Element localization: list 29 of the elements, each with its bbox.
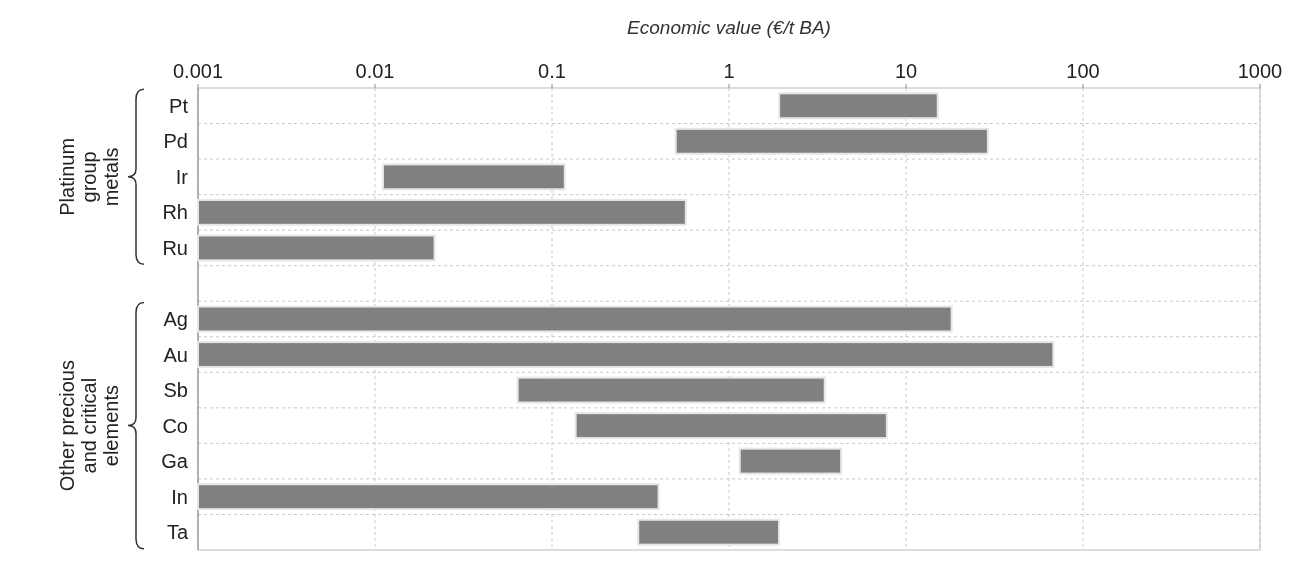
y-tick-label: Ga: [161, 450, 189, 473]
bar: [637, 518, 781, 546]
y-tick-label: Co: [162, 414, 188, 437]
x-tick-label: 0.01: [355, 60, 395, 82]
text: Platinum group metals: [56, 137, 122, 216]
y-tick-label: Pd: [163, 130, 188, 153]
y-tick-label: Pt: [169, 94, 189, 117]
y-tick-label: Sb: [163, 379, 188, 402]
bar: [516, 376, 826, 404]
x-tick-label: 10: [894, 60, 918, 82]
x-tick-label: 0.001: [172, 60, 224, 82]
bar: [382, 163, 566, 191]
x-tick-label: 1000: [1237, 60, 1283, 82]
x-tick-label: 100: [1066, 60, 1100, 82]
bar: [738, 447, 843, 475]
bar: [778, 92, 939, 120]
text: Other precious and critical elements: [56, 360, 122, 492]
y-tick-label: Ag: [163, 308, 188, 330]
bar: [674, 127, 989, 155]
x-tick-label: 0.1: [538, 60, 566, 82]
bar: [574, 412, 888, 440]
y-tick-label: Rh: [162, 201, 188, 224]
y-tick-label: Ru: [162, 236, 188, 259]
y-tick-label: Ta: [166, 521, 189, 544]
y-tick-label: In: [171, 485, 188, 508]
x-tick-label: 1: [723, 60, 735, 82]
y-tick-label: Ir: [175, 165, 189, 188]
y-tick-label: Au: [163, 343, 188, 366]
x-axis-title: Economic value (€/t BA): [627, 17, 831, 38]
